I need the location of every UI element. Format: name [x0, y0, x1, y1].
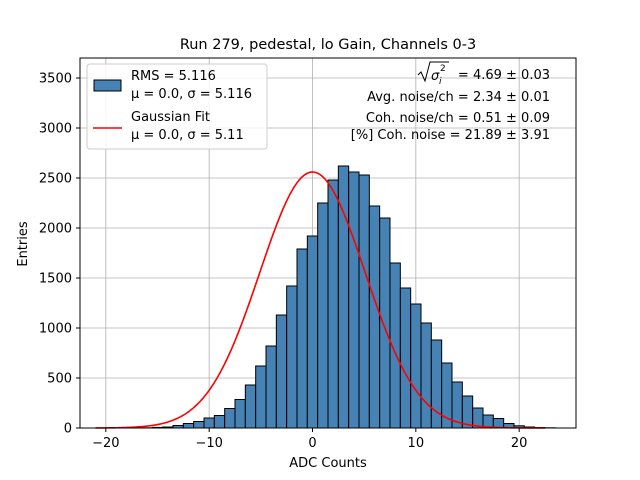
- annotation-coh-noise-percent: [%] Coh. noise = 21.89 ± 3.91: [351, 128, 550, 143]
- y-tick-label: 2000: [39, 222, 72, 237]
- histogram-bar: [306, 235, 319, 429]
- histogram-bar: [358, 174, 370, 429]
- legend-histogram-stats: μ = 0.0, σ = 5.116: [131, 87, 252, 102]
- annotation-coh-noise: Coh. noise/ch = 0.51 ± 0.09: [366, 111, 550, 126]
- histogram-bar: [203, 417, 215, 429]
- annotation-avg-noise: Avg. noise/ch = 2.34 ± 0.01: [367, 90, 550, 105]
- chart-title: Run 279, pedestal, lo Gain, Channels 0-3: [180, 37, 476, 53]
- x-tick-label: 20: [511, 436, 528, 451]
- legend: RMS = 5.116 μ = 0.0, σ = 5.116 Gaussian …: [86, 63, 268, 150]
- y-tick-label: 1500: [39, 272, 72, 287]
- histogram-bar: [296, 248, 308, 429]
- histogram-bar: [327, 179, 339, 429]
- histogram-bar: [213, 415, 226, 429]
- histogram-bar: [275, 314, 288, 429]
- svg-text:σ: σ: [431, 69, 440, 84]
- legend-fit-stats: μ = 0.0, σ = 5.11: [131, 128, 244, 143]
- legend-histogram-label: RMS = 5.116: [131, 69, 216, 84]
- y-tick-label: 500: [47, 372, 72, 387]
- histogram-bar: [379, 217, 391, 429]
- histogram-bars: [141, 165, 556, 429]
- legend-histogram-swatch: [93, 79, 122, 92]
- x-tick-label: −20: [92, 436, 119, 451]
- gaussian-fit-curve: [95, 171, 545, 429]
- y-axis-label: Entries: [16, 221, 31, 267]
- svg-text:2: 2: [440, 64, 446, 74]
- legend-box: [86, 63, 268, 150]
- histogram-bar: [317, 202, 329, 429]
- x-axis-label: ADC Counts: [289, 456, 367, 471]
- axis-ticks: −20 −10 0 10 20 0 500 1000 1500 2000 2500 3000 3500: [39, 72, 528, 452]
- y-tick-label: 1000: [39, 322, 72, 337]
- y-tick-label: 0: [64, 422, 72, 437]
- noise-annotations: σ i 2 = 4.69 ± 0.03 Avg. noise/ch = 2.34…: [351, 61, 550, 143]
- histogram-bar: [265, 345, 277, 429]
- histogram-bar: [255, 365, 267, 429]
- annotation-total-noise: = 4.69 ± 0.03: [458, 68, 550, 83]
- y-tick-label: 2500: [39, 172, 72, 187]
- histogram-bar: [193, 421, 205, 429]
- histogram-bar: [420, 322, 432, 429]
- sqrt-sigma-symbol: σ i 2: [417, 61, 449, 87]
- histogram-bar: [348, 171, 360, 429]
- svg-text:i: i: [439, 77, 442, 87]
- x-tick-label: 10: [408, 436, 425, 451]
- y-tick-label: 3500: [39, 72, 72, 87]
- histogram-bar: [234, 399, 246, 429]
- x-tick-label: −10: [195, 436, 222, 451]
- histogram-bar: [410, 303, 422, 429]
- histogram-bar: [399, 287, 412, 429]
- histogram-bar: [244, 384, 257, 429]
- histogram-bar: [182, 423, 195, 429]
- histogram-bar: [224, 408, 236, 429]
- legend-fit-label: Gaussian Fit: [131, 110, 210, 125]
- x-tick-label: 0: [308, 436, 316, 451]
- histogram-bar: [368, 205, 381, 429]
- y-tick-label: 3000: [39, 122, 72, 137]
- plot-frame: [79, 57, 577, 429]
- histogram-bar: [286, 285, 298, 429]
